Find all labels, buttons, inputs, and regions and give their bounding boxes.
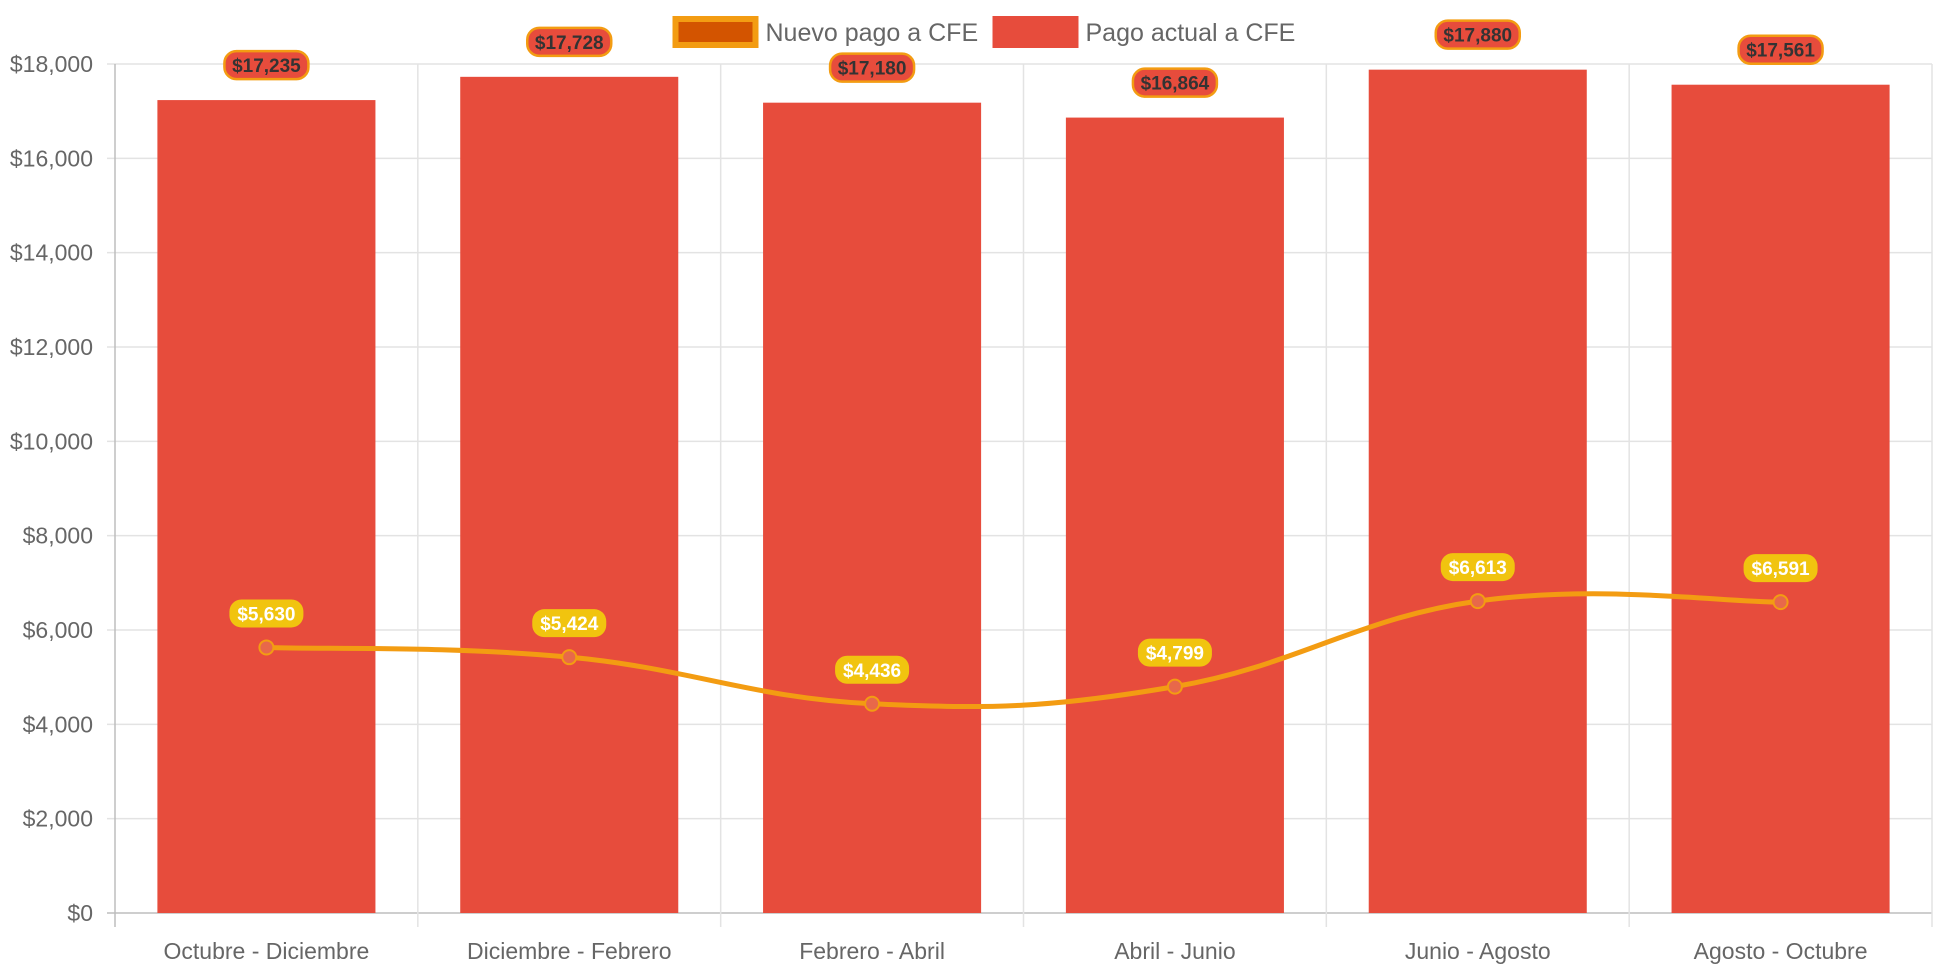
x-tick-label: Octubre - Diciembre [164, 938, 370, 964]
line-nuevo-pago [263, 591, 1784, 710]
y-tick-label: $0 [67, 900, 93, 926]
x-tick-label: Febrero - Abril [799, 938, 945, 964]
line-label-badge [1743, 554, 1818, 583]
legend-swatch [992, 16, 1079, 48]
line-label-badge [532, 609, 607, 638]
bar-pago-actual [1368, 69, 1587, 913]
y-tick-label: $16,000 [10, 145, 93, 171]
bar-value-label: $16,864 [1141, 74, 1210, 95]
bar-value-label: $17,880 [1443, 26, 1512, 47]
data-labels-layer: $17,235 $17,728 $17,180 $16,864 $17,880 $17,5… [223, 19, 1824, 684]
y-tick-label: $4,000 [23, 711, 93, 737]
line-point [561, 649, 578, 666]
legend-swatch [672, 16, 759, 48]
y-tick-label: $14,000 [10, 240, 93, 266]
legend-label: Nuevo pago a CFE [766, 19, 979, 47]
line-point [258, 639, 275, 656]
line-value-label: $5,424 [540, 614, 599, 635]
x-tick-label: Abril - Junio [1114, 938, 1235, 964]
bar-value-label: $17,235 [232, 56, 301, 77]
x-tick-label: Diciembre - Febrero [467, 938, 672, 964]
legend-label: Pago actual a CFE [1086, 19, 1296, 47]
axis-layer: $0 $2,000 $4,000 $6,000 $8,000 $10,000 $12,000… [10, 51, 1868, 964]
bar-label-badge [223, 49, 310, 81]
y-tick-label: $10,000 [10, 428, 93, 454]
bar-label-badge [526, 26, 613, 58]
bar-label-badge [1131, 67, 1219, 98]
bar-value-label: $17,561 [1746, 41, 1815, 62]
bar-pago-actual [1065, 117, 1284, 913]
line-label-badge [1440, 553, 1515, 582]
line-value-label: $5,630 [237, 604, 295, 625]
bar-pago-actual [157, 100, 376, 913]
y-tick-label: $2,000 [23, 806, 93, 832]
x-tick-label: Agosto - Octubre [1694, 938, 1868, 964]
legend-item[interactable]: Pago actual a CFE [992, 16, 1296, 48]
legend-item[interactable]: Nuevo pago a CFE [672, 16, 979, 48]
line-value-label: $6,591 [1752, 559, 1811, 580]
bars-layer [157, 69, 1890, 914]
bar-label-badge [828, 52, 916, 83]
line-point [1469, 593, 1486, 610]
line-value-label: $4,799 [1146, 644, 1204, 665]
line-value-label: $6,613 [1449, 558, 1507, 579]
legend: Nuevo pago a CFE Pago actual a CFE [672, 16, 1296, 48]
y-tick-label: $6,000 [23, 617, 93, 643]
y-tick-label: $18,000 [10, 51, 93, 77]
line-label-badge [229, 599, 304, 628]
bar-pago-actual [1671, 84, 1890, 913]
x-tick-label: Junio - Agosto [1405, 938, 1551, 964]
line-point [1166, 678, 1183, 695]
bar-value-label: $17,180 [838, 59, 907, 80]
line-label-badge [1137, 638, 1212, 667]
y-tick-label: $12,000 [10, 334, 93, 360]
bar-label-badge [1737, 34, 1824, 65]
bar-pago-actual [763, 102, 982, 914]
bar-pago-actual [460, 76, 679, 913]
bar-label-badge [1434, 19, 1521, 50]
bar-value-label: $17,728 [535, 33, 604, 54]
grid-layer [107, 63, 1933, 927]
line-point [1772, 594, 1789, 611]
line-point [864, 695, 881, 712]
y-tick-label: $8,000 [23, 523, 93, 549]
line-layer [258, 591, 1789, 712]
line-label-badge [835, 655, 910, 684]
line-value-label: $4,436 [843, 661, 901, 682]
